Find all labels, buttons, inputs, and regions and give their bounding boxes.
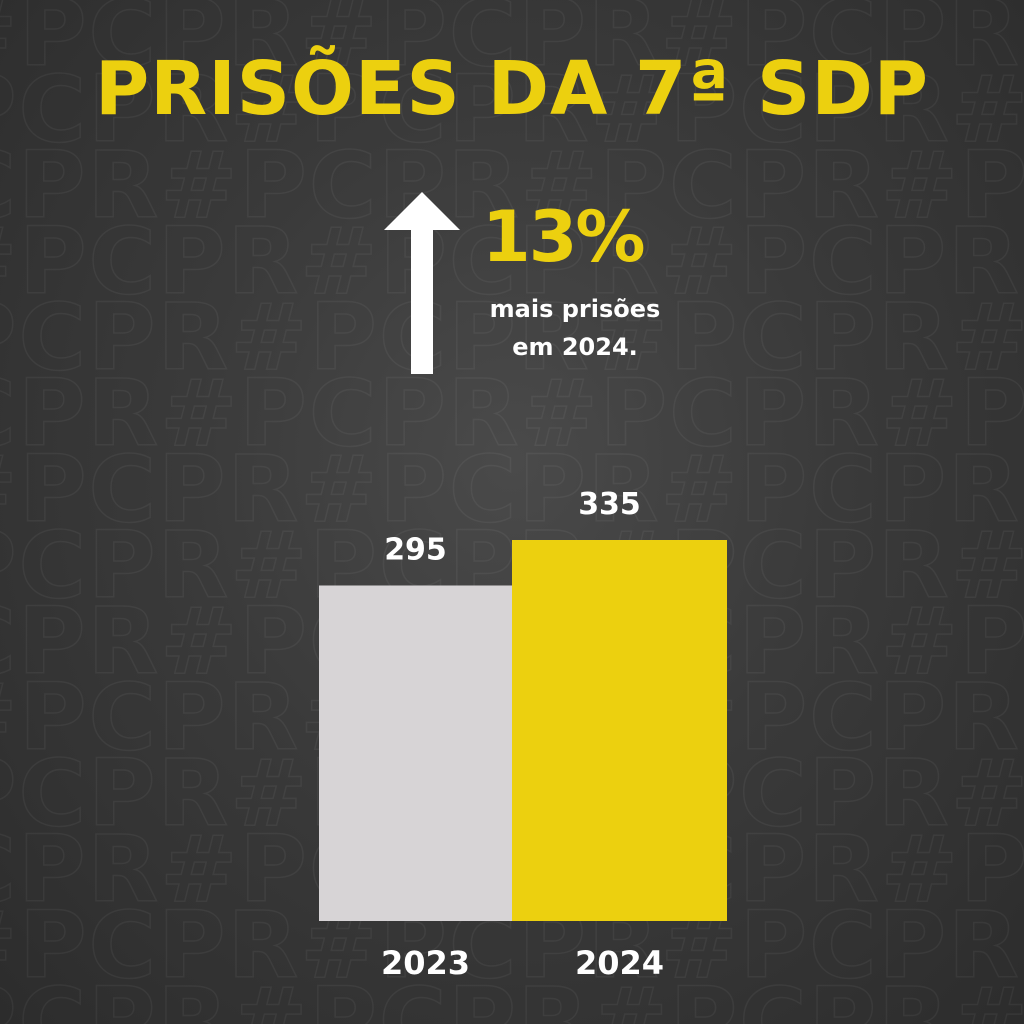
x-tick-label-2024: 2024 <box>575 944 664 982</box>
bar-2024 <box>512 540 727 921</box>
caption-line-2: em 2024. <box>512 333 638 361</box>
arrow-up-icon <box>384 192 460 374</box>
bar-2023 <box>319 585 512 921</box>
data-label-2024: 335 <box>578 487 641 522</box>
caption-line-1: mais prisões <box>489 295 661 323</box>
x-tick-label-2023: 2023 <box>381 944 470 982</box>
page-title: PRISÕES DA 7ª SDP <box>95 46 929 132</box>
data-label-2023: 295 <box>384 532 447 567</box>
growth-percent: 13% <box>482 196 646 278</box>
growth-caption: mais prisões em 2024. <box>470 290 680 366</box>
